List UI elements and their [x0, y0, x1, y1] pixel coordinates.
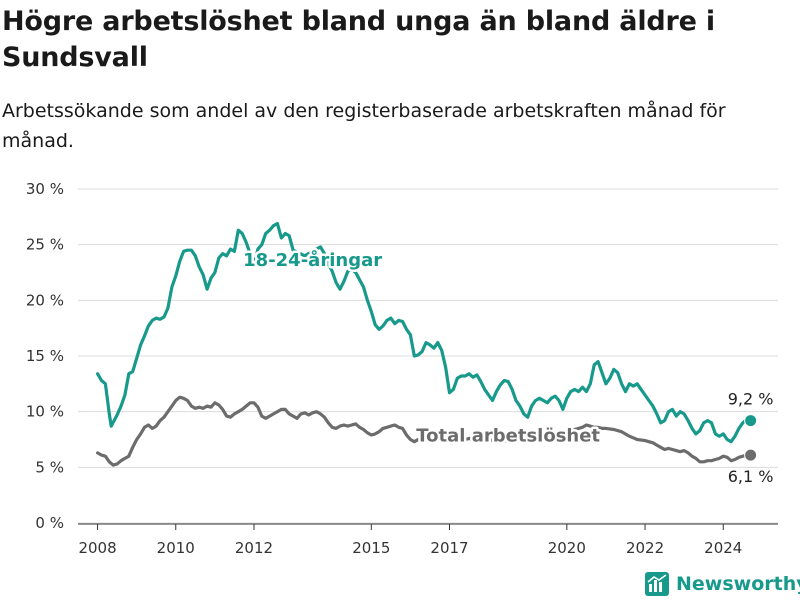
newsworthy-logo-icon — [645, 572, 669, 596]
series-labels: 9,2 % 6,1 % 18-24-åringar Total arbetslöshe… — [241, 246, 774, 486]
chart-title: Högre arbetslöshet bland unga än bland ä… — [2, 6, 715, 73]
chart-subtitle: Arbetssökande som andel av den registerb… — [2, 100, 726, 152]
series-name-label: 18-24-åringar — [243, 249, 382, 271]
newsworthy-logo: Newsworthy — [644, 570, 800, 598]
y-tick-label: 20 % — [26, 291, 64, 309]
x-tick-label: 2010 — [157, 539, 195, 557]
series-line-total — [95, 395, 753, 467]
y-tick-label: 10 % — [26, 403, 64, 421]
y-tick-label: 5 % — [35, 458, 64, 476]
series-line-youth — [95, 221, 753, 444]
y-tick-label: 15 % — [26, 347, 64, 365]
x-axis: 2008 2010 2012 2015 2017 2020 2022 2024 — [78, 523, 778, 557]
x-tick-label: 2008 — [78, 539, 116, 557]
series-lines — [95, 221, 758, 467]
gridlines — [78, 188, 778, 524]
brand-name: Newsworthy — [676, 573, 800, 595]
series-end-point — [744, 414, 758, 428]
y-tick-label: 30 % — [26, 180, 64, 198]
y-axis-tick-labels: 0 % 5 % 10 % 15 % 20 % 25 % 30 % — [26, 180, 64, 532]
series-end-label: 9,2 % — [728, 390, 774, 409]
x-tick-label: 2015 — [352, 539, 390, 557]
series-end-label: 6,1 % — [728, 467, 774, 486]
x-tick-label: 2017 — [430, 539, 468, 557]
series-end-point — [744, 448, 758, 462]
series-name-label: Total arbetslöshet — [416, 426, 600, 447]
y-tick-label: 0 % — [35, 514, 64, 532]
x-tick-label: 2012 — [235, 539, 273, 557]
x-tick-label: 2024 — [704, 539, 742, 557]
x-tick-label: 2020 — [548, 539, 586, 557]
x-tick-label: 2022 — [626, 539, 664, 557]
y-tick-label: 25 % — [26, 236, 64, 254]
